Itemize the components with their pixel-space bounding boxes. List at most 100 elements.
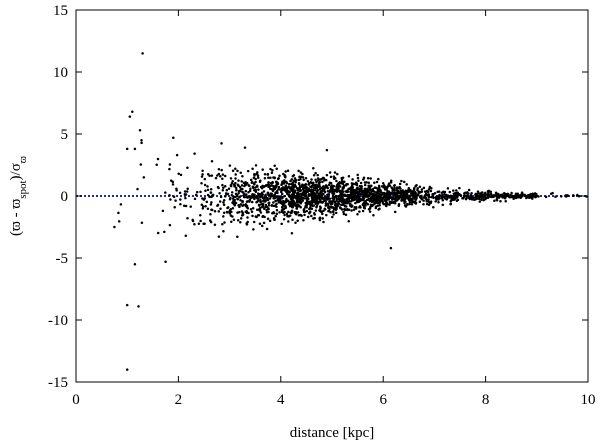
data-point: [291, 196, 295, 200]
data-point: [436, 197, 440, 201]
data-point: [142, 176, 146, 179]
data-point: [267, 176, 270, 179]
data-point: [359, 181, 363, 185]
data-point: [199, 190, 202, 194]
data-point: [316, 173, 319, 177]
data-point: [479, 195, 482, 199]
data-point: [319, 178, 322, 181]
data-point: [255, 200, 259, 204]
data-point: [200, 175, 204, 178]
data-point: [341, 193, 344, 196]
data-point: [304, 194, 308, 197]
data-point: [213, 209, 217, 213]
data-point: [425, 202, 429, 206]
data-point: [204, 189, 207, 193]
data-point: [259, 211, 263, 214]
data-point: [330, 185, 333, 189]
data-point: [448, 190, 452, 194]
data-point: [398, 185, 401, 189]
data-point: [291, 191, 295, 194]
data-point: [237, 184, 240, 187]
data-point: [379, 196, 382, 200]
data-point: [222, 215, 225, 218]
data-point: [255, 208, 259, 212]
data-point: [265, 227, 269, 231]
data-point: [206, 185, 209, 188]
data-point: [258, 204, 261, 207]
data-point: [264, 195, 268, 198]
data-point: [200, 182, 203, 185]
data-point: [301, 187, 305, 191]
data-point: [304, 185, 308, 189]
data-point: [252, 220, 256, 224]
data-point: [363, 183, 367, 187]
data-point: [233, 184, 237, 187]
data-point: [320, 186, 323, 190]
data-points: [113, 52, 588, 371]
data-point: [200, 203, 204, 207]
data-point: [239, 203, 243, 206]
data-point: [221, 177, 224, 181]
data-point: [466, 195, 469, 198]
data-point: [524, 194, 528, 198]
data-point: [321, 212, 324, 216]
data-point: [432, 192, 435, 196]
data-point: [256, 174, 260, 178]
data-point: [388, 203, 391, 206]
data-point: [186, 217, 189, 220]
data-point: [185, 190, 189, 193]
data-point: [201, 205, 205, 208]
data-point: [345, 198, 348, 201]
data-point: [328, 190, 331, 194]
data-point: [402, 180, 406, 184]
data-point: [426, 190, 430, 194]
data-point: [245, 223, 249, 226]
data-point: [344, 205, 348, 208]
data-point: [327, 206, 330, 209]
data-point: [168, 194, 171, 197]
data-point: [277, 195, 281, 198]
data-point: [381, 191, 384, 195]
data-point: [305, 209, 309, 213]
data-point: [503, 194, 506, 197]
data-point: [383, 192, 386, 195]
data-point: [389, 201, 393, 205]
data-point: [248, 199, 251, 203]
data-point: [294, 204, 297, 208]
data-point: [271, 168, 274, 172]
data-point: [186, 187, 189, 190]
data-point: [337, 181, 341, 185]
data-point: [410, 203, 414, 206]
data-point: [117, 211, 120, 215]
data-point: [268, 219, 272, 223]
data-point: [321, 176, 325, 180]
data-point: [367, 208, 371, 211]
data-point: [312, 173, 316, 177]
data-point: [242, 191, 245, 194]
data-point: [461, 197, 465, 200]
data-point: [432, 206, 435, 209]
data-point: [409, 190, 412, 193]
data-point: [365, 201, 368, 205]
data-point: [309, 180, 313, 184]
data-point: [280, 210, 284, 214]
data-point: [286, 169, 290, 173]
data-point: [168, 163, 172, 166]
data-point: [250, 180, 254, 184]
data-point: [243, 193, 246, 196]
data-point: [356, 191, 359, 194]
data-point: [281, 200, 284, 203]
data-point: [514, 192, 518, 196]
data-point: [317, 185, 320, 189]
data-point: [273, 176, 276, 179]
outlier-point: [243, 146, 247, 149]
data-point: [281, 197, 284, 200]
data-point: [275, 195, 278, 199]
data-point: [327, 209, 330, 213]
data-point: [269, 176, 272, 180]
data-point: [416, 193, 420, 197]
data-point: [369, 196, 373, 199]
data-point: [440, 196, 444, 200]
data-point: [424, 196, 428, 200]
data-point: [311, 184, 315, 187]
